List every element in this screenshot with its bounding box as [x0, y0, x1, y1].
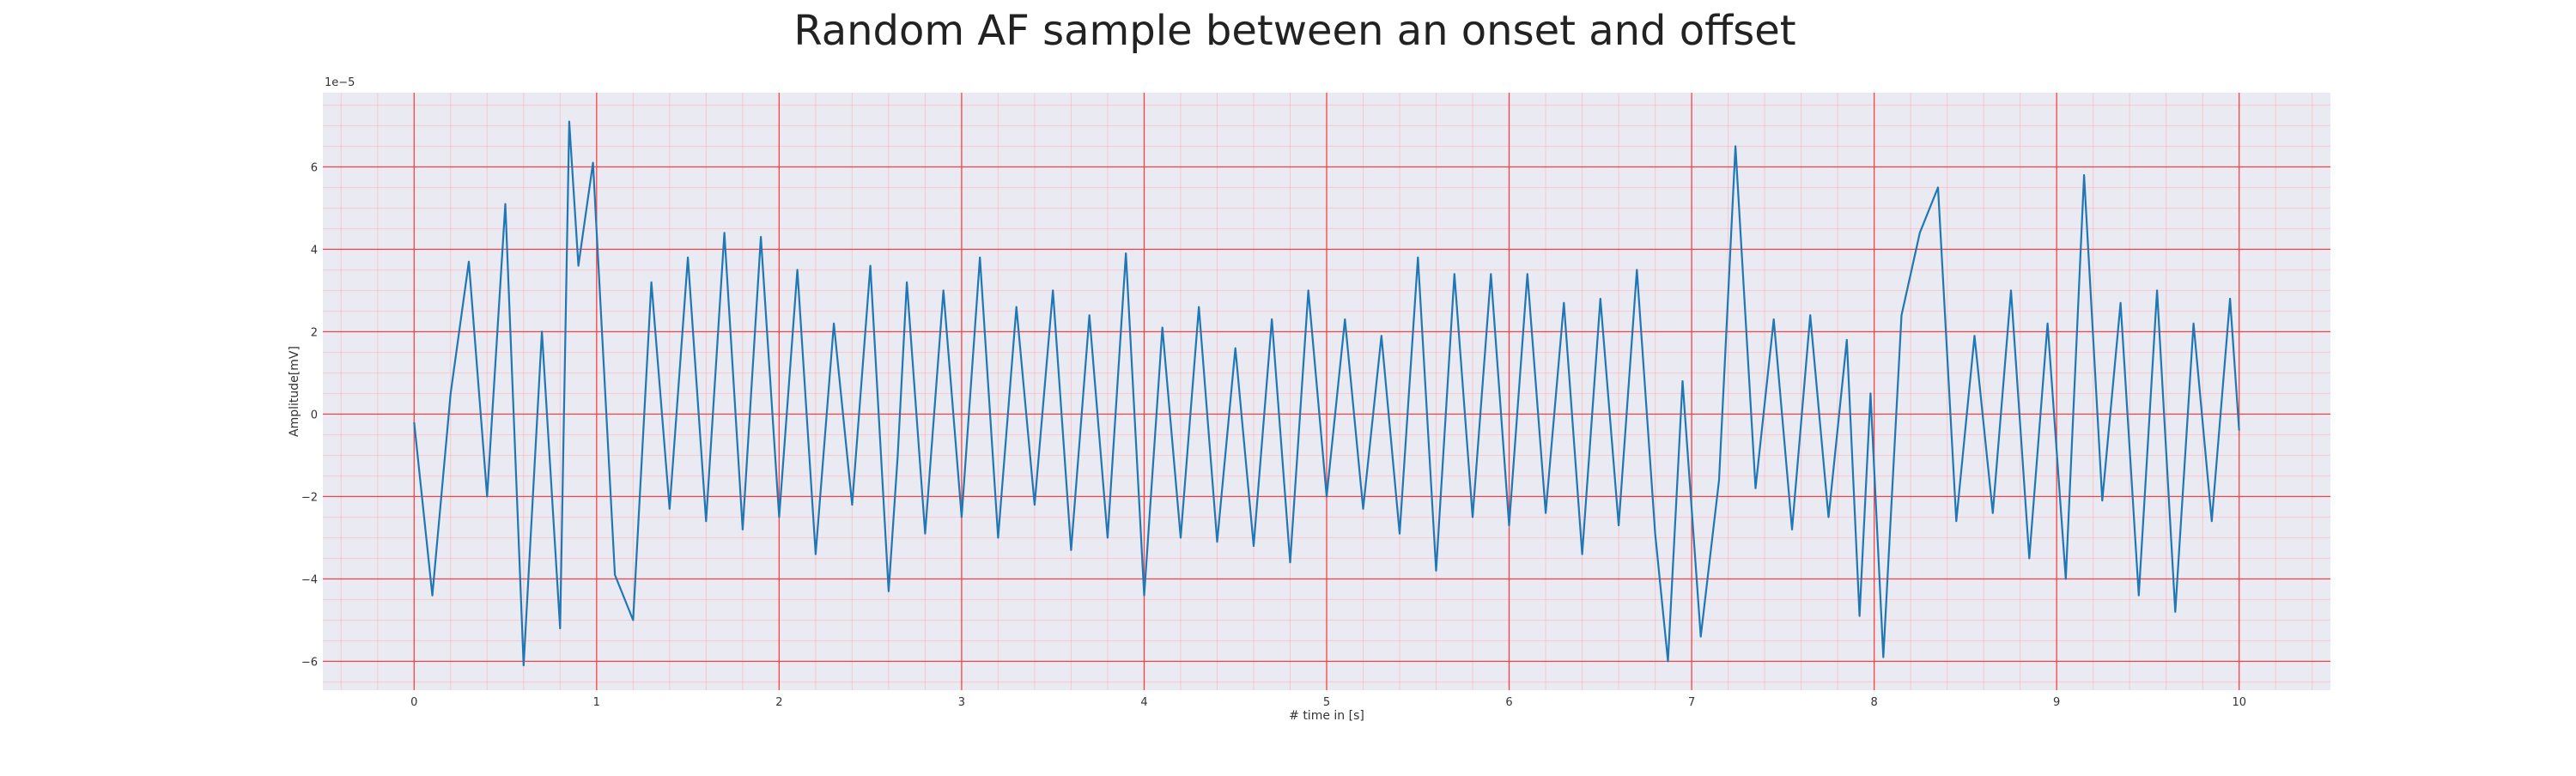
x-tick-label: 9: [2053, 696, 2060, 709]
x-tick-label: 0: [410, 696, 417, 709]
y-tick-label: 2: [311, 326, 318, 339]
x-tick-label: 10: [2232, 696, 2246, 709]
series-line: [413, 120, 2240, 667]
y-tick-label: −2: [301, 491, 318, 504]
x-tick-label: 1: [593, 696, 600, 709]
x-tick-labels: 0 1 2 3 4 5 6 7 8 9 10: [410, 696, 2246, 709]
series-layer: [413, 120, 2240, 667]
x-tick-label: 5: [1323, 696, 1330, 709]
x-tick-label: 4: [1140, 696, 1147, 709]
y-tick-label: 0: [311, 409, 318, 421]
y-axis-offset-label: 1e−5: [325, 76, 355, 89]
y-tick-label: −4: [301, 573, 318, 586]
y-tick-labels: −6 −4 −2 0 2 4 6: [301, 161, 318, 669]
y-axis-label: Amplitude[mV]: [288, 346, 301, 437]
x-tick-label: 2: [775, 696, 782, 709]
x-tick-label: 8: [1870, 696, 1877, 709]
major-grid: [323, 93, 2330, 690]
x-tick-label: 7: [1688, 696, 1695, 709]
y-tick-label: 4: [311, 244, 318, 257]
x-tick-label: 6: [1505, 696, 1512, 709]
chart-title: Random AF sample between an onset and of…: [793, 7, 1795, 55]
x-axis-label: # time in [s]: [1289, 709, 1364, 723]
y-tick-label: −6: [301, 656, 318, 669]
y-tick-label: 6: [311, 161, 318, 174]
x-tick-label: 3: [958, 696, 965, 709]
